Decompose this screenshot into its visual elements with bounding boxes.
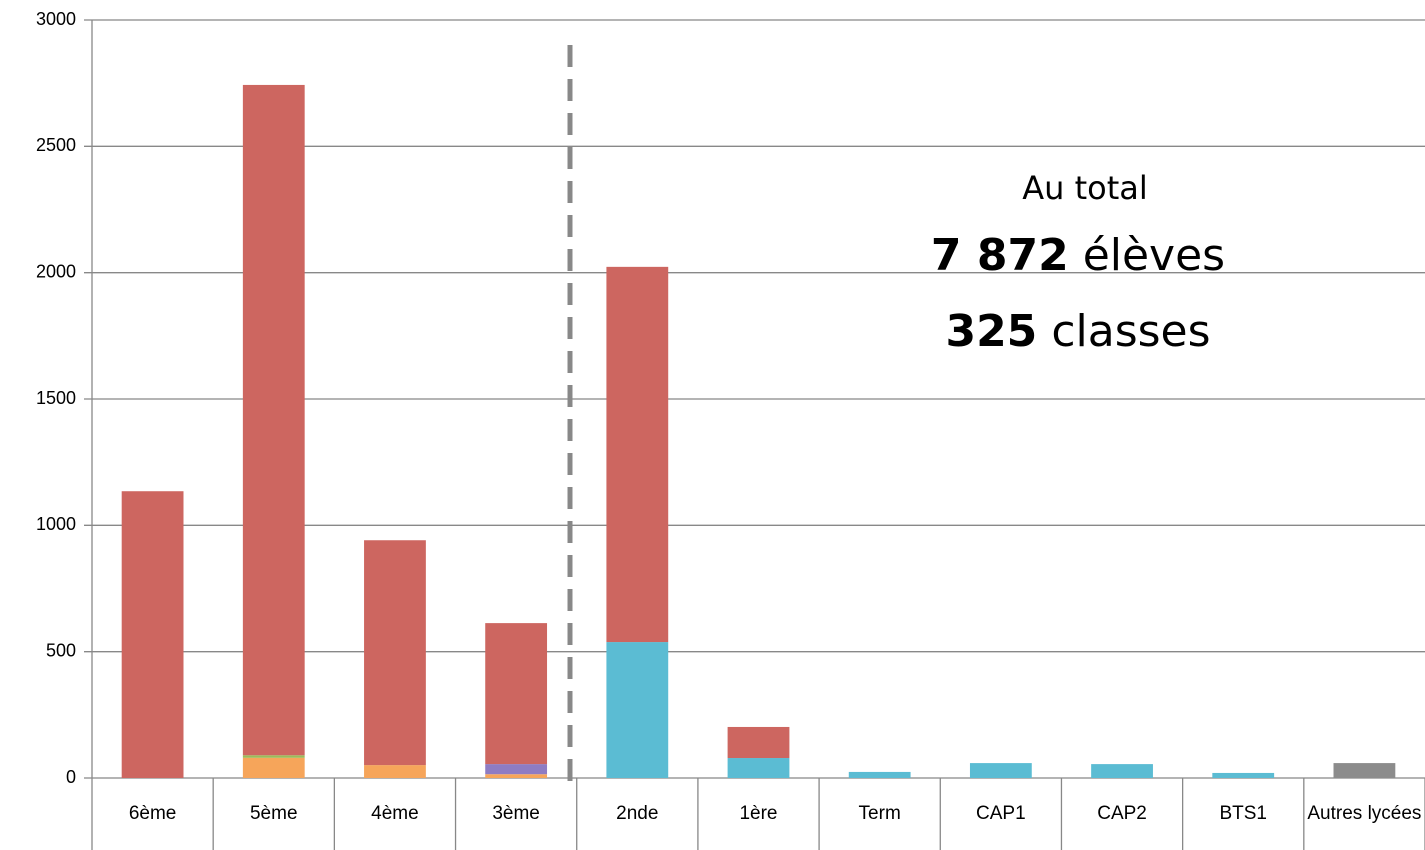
x-tick-label: 5ème xyxy=(249,802,298,824)
bar-segment xyxy=(1333,763,1396,778)
annotation: Au total xyxy=(1022,169,1148,207)
bar-segment xyxy=(1091,764,1153,778)
bar-segment xyxy=(727,758,790,778)
x-tick-cell: 2nde xyxy=(616,802,659,824)
x-tick-label: 1ère xyxy=(739,802,778,824)
y-tick-label: 2000 xyxy=(36,261,76,281)
x-tick-cell: Term xyxy=(858,802,901,824)
x-tick-cell: 5ème xyxy=(249,802,298,824)
y-tick-label: 2500 xyxy=(36,135,76,155)
y-tick-label: 1000 xyxy=(36,514,76,534)
x-tick-cell: CAP1 xyxy=(976,802,1026,824)
x-tick-cell: 4ème xyxy=(371,802,419,824)
x-tick-label: 4ème xyxy=(371,802,419,824)
annotation-text: classes xyxy=(1051,306,1210,357)
bar-segment xyxy=(364,540,426,766)
bars: 0 500 1000 1500 2000 2500 3000 6ème 5ème 4ème 3ème… xyxy=(36,9,1425,850)
bar-segment xyxy=(727,726,790,759)
y-tick-label: 1500 xyxy=(36,388,76,408)
x-tick-cell: 3ème xyxy=(492,802,540,824)
x-tick-label: 6ème xyxy=(128,802,177,824)
x-tick-label: 2nde xyxy=(616,802,659,824)
annotation: 325 classes xyxy=(945,306,1210,357)
bar-segment xyxy=(242,755,305,758)
x-tick-cell: Autres lycées xyxy=(1307,802,1422,824)
annotation-bold: 325 xyxy=(945,306,1037,357)
x-tick-cell: 1ère xyxy=(739,802,778,824)
bar-segment xyxy=(1212,772,1275,778)
bar-segment xyxy=(848,771,911,778)
x-tick-label: CAP1 xyxy=(976,802,1026,824)
x-tick-label: Autres lycées xyxy=(1307,802,1422,824)
annotation-text: élèves xyxy=(1083,230,1225,281)
y-tick-label: 3000 xyxy=(36,9,76,29)
x-tick-cell: BTS1 xyxy=(1219,802,1267,824)
bar-segment xyxy=(364,765,426,778)
bar-segment xyxy=(485,764,548,775)
x-tick-label: Term xyxy=(858,802,901,824)
bar-segment xyxy=(606,266,669,643)
bar-segment xyxy=(242,757,305,778)
bar-segment xyxy=(485,774,548,778)
bar-segment xyxy=(121,491,184,778)
bar-segment xyxy=(242,84,305,756)
bar-segment xyxy=(485,623,548,765)
x-tick-label: 3ème xyxy=(492,802,540,824)
y-tick-label: 500 xyxy=(46,640,76,660)
annotation: 7 872 élèves xyxy=(931,230,1225,281)
y-tick-label: 0 xyxy=(66,767,76,787)
x-tick-label: CAP2 xyxy=(1097,802,1147,824)
bar-segment xyxy=(969,763,1032,778)
annotation-bold: 7 872 xyxy=(931,230,1069,281)
x-tick-cell: CAP2 xyxy=(1097,802,1147,824)
bar-segment xyxy=(606,642,669,778)
x-tick-cell: 6ème xyxy=(128,802,177,824)
x-tick-label: BTS1 xyxy=(1219,802,1267,824)
